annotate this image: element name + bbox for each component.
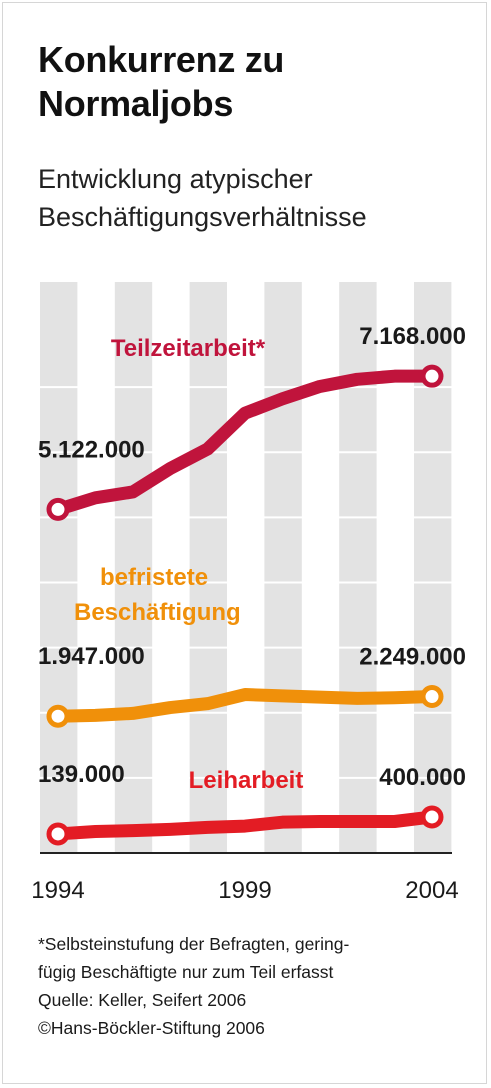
start-marker	[46, 704, 70, 728]
end-marker	[420, 805, 444, 829]
start-value-label: 139.000	[38, 761, 125, 788]
end-value-label: 7.168.000	[359, 323, 466, 350]
chart-title: Konkurrenz zu Normaljobs	[38, 39, 285, 124]
grid-band	[339, 282, 377, 853]
x-tick-label: 1994	[31, 877, 84, 904]
series-line	[51, 810, 439, 841]
grid-band	[114, 282, 153, 853]
series-line	[51, 688, 439, 723]
footnote-line: *Selbsteinstufung der Befragten, gering-	[38, 934, 350, 954]
start-value-label: 1.947.000	[38, 643, 145, 670]
grid-band	[264, 282, 302, 853]
start-marker	[46, 822, 70, 846]
series-name-label: Teilzeitarbeit*	[111, 335, 266, 362]
end-value-label: 2.249.000	[359, 644, 466, 671]
footnote-line: fügig Beschäftigte nur zum Teil erfasst	[38, 962, 334, 982]
grid-band	[40, 282, 78, 853]
source-line: Quelle: Keller, Seifert 2006	[38, 990, 247, 1010]
start-value-label: 5.122.000	[38, 436, 145, 463]
copyright-line: ©Hans-Böckler-Stiftung 2006	[38, 1018, 265, 1038]
end-marker	[420, 364, 444, 388]
series-name-label: befristete Beschäftigung	[74, 564, 241, 626]
series-line	[51, 369, 439, 516]
start-marker	[46, 497, 70, 521]
end-marker	[420, 685, 444, 709]
grid-band	[189, 282, 227, 853]
chart-subtitle: Entwicklung atypischer Beschäftigungsver…	[38, 164, 367, 232]
series-name-label: Leiharbeit	[189, 767, 304, 794]
x-tick-label: 2004	[405, 877, 458, 904]
line-chart: 1994 1999 2004 5.122.000 7.168.000 Teilzeitar…	[31, 282, 466, 904]
end-value-label: 400.000	[379, 764, 466, 791]
x-tick-label: 1999	[218, 877, 271, 904]
footnote-block: *Selbsteinstufung der Befragten, gering-…	[38, 930, 478, 1042]
